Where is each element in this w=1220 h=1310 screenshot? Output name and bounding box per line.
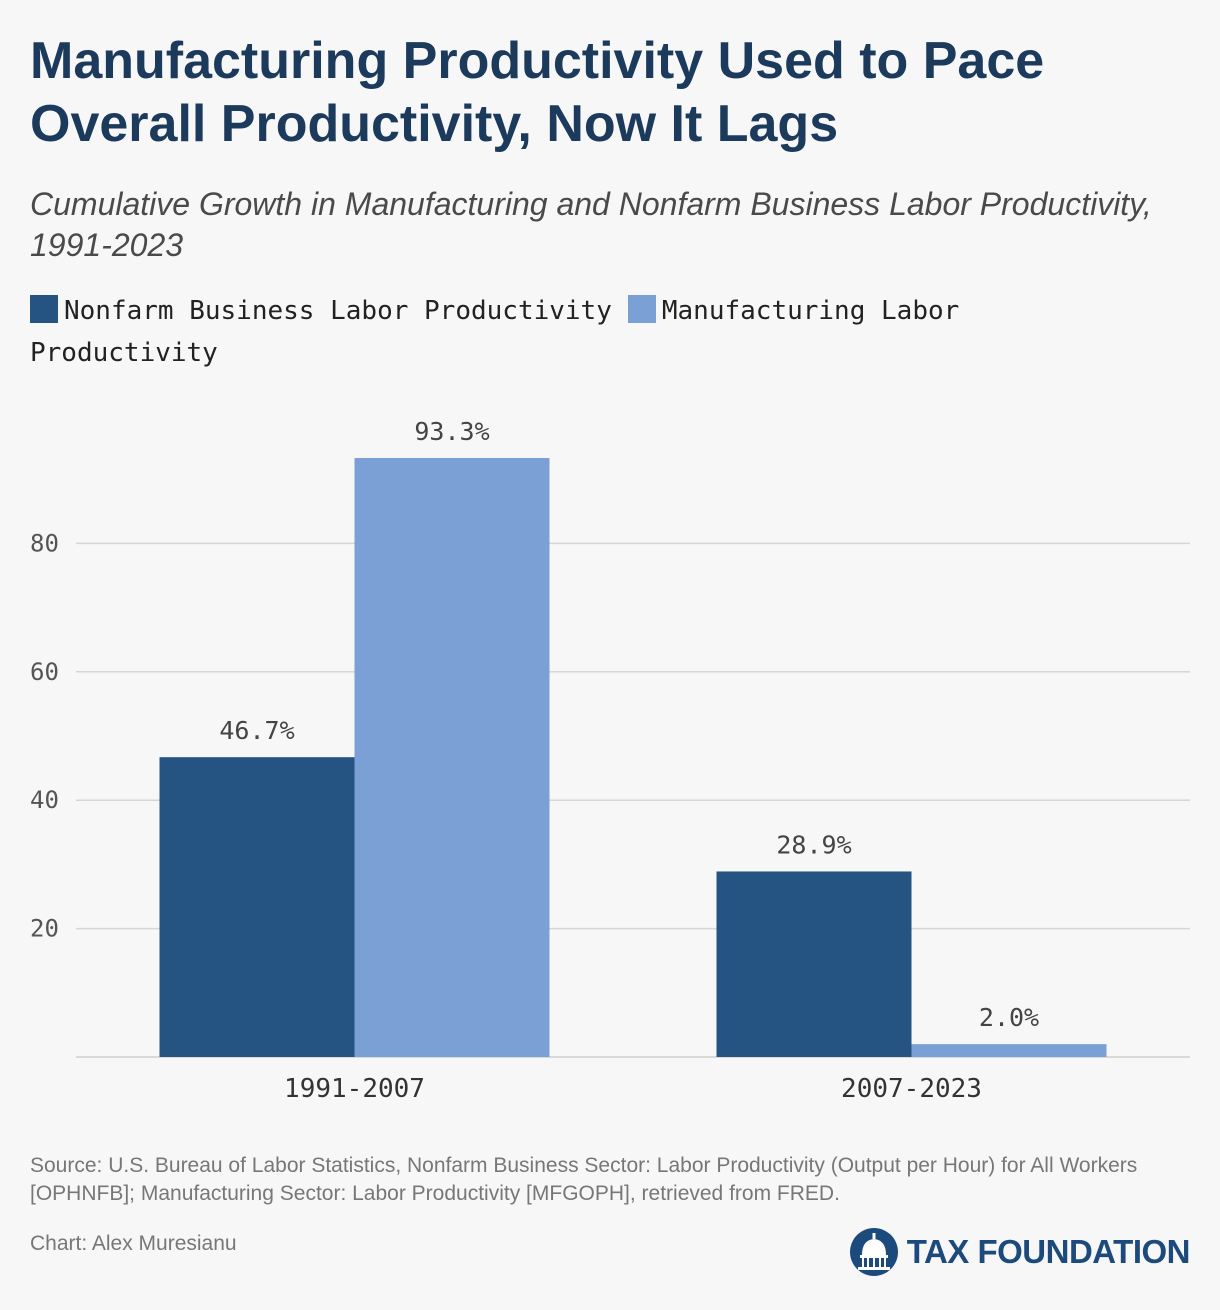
y-tick-label: 40: [30, 786, 59, 814]
data-label: 46.7%: [219, 716, 294, 745]
bar: [911, 1044, 1107, 1057]
source-note: Source: U.S. Bureau of Labor Statistics,…: [30, 1154, 1138, 1205]
legend-item-manufacturing: Manufacturing Labor Productivity: [30, 295, 960, 368]
data-label: 93.3%: [414, 417, 489, 446]
data-label: 2.0%: [979, 1003, 1039, 1032]
legend-label-nonfarm: Nonfarm Business Labor Productivity: [64, 296, 612, 326]
bar-chart: 20 40 60 80 46.7% 93.3% 1991-2007 28.9% 2.0% 2007…: [30, 417, 1190, 1104]
bar: [716, 871, 912, 1057]
logo-text: TAX FOUNDATION: [906, 1233, 1191, 1270]
bar: [159, 757, 355, 1057]
data-label: 28.9%: [776, 830, 851, 859]
legend-item-nonfarm: Nonfarm Business Labor Productivity: [30, 295, 612, 326]
bar: [354, 458, 550, 1057]
legend: Nonfarm Business Labor Productivity Manuf…: [30, 290, 1080, 374]
legend-swatch-nonfarm: [30, 295, 58, 323]
legend-label-manufacturing: Manufacturing Labor Productivity: [30, 296, 960, 368]
y-tick-label: 60: [30, 658, 59, 686]
chart-credit: Chart: Alex Muresianu: [30, 1232, 237, 1255]
x-tick-label: 2007-2023: [841, 1074, 982, 1104]
y-tick-label: 80: [30, 529, 59, 557]
chart-subtitle: Cumulative Growth in Manufacturing and N…: [30, 186, 1152, 263]
legend-swatch-manufacturing: [627, 295, 656, 323]
y-tick-label: 20: [30, 915, 59, 943]
x-tick-label: 1991-2007: [284, 1074, 425, 1104]
tax-foundation-logo: TAX FOUNDATION: [849, 1226, 1191, 1278]
capitol-dome-icon: [849, 1228, 898, 1276]
chart-title: Manufacturing Productivity Used to Pace …: [30, 32, 1045, 153]
